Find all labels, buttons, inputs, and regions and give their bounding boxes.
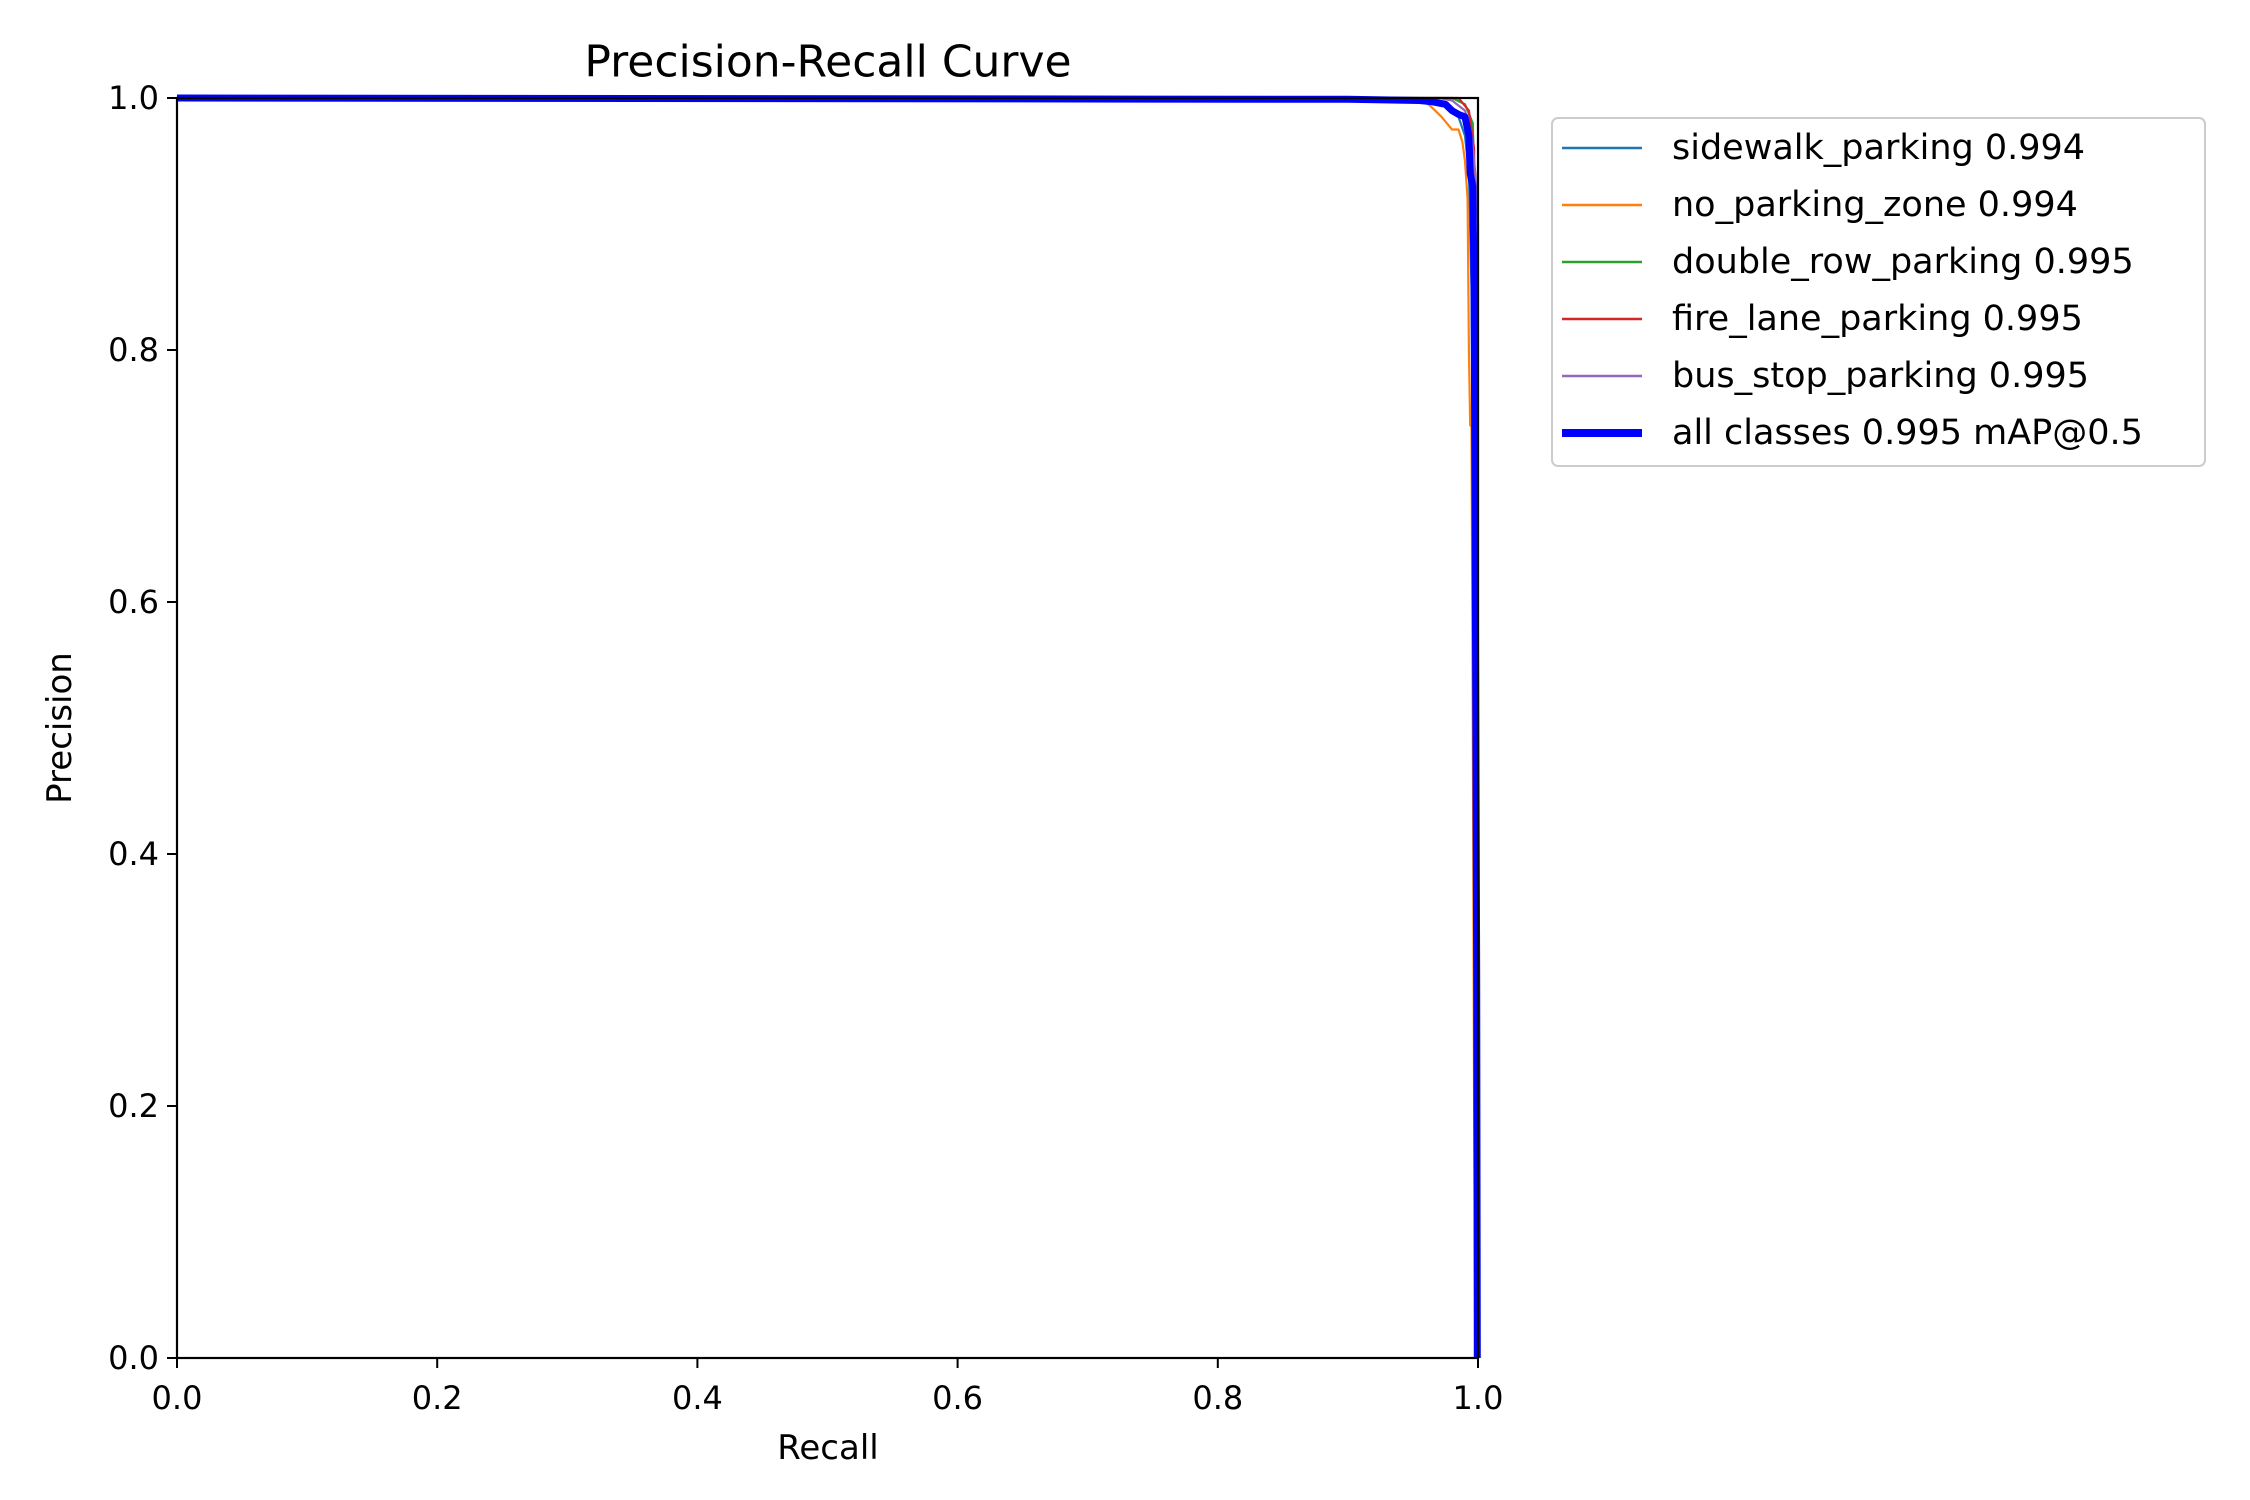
legend-items: sidewalk_parking 0.994 no_parking_zone 0.… [1562,128,2143,453]
chart-title: Precision-Recall Curve [584,37,1071,88]
legend-label-4: bus_stop_parking 0.995 [1672,356,2089,396]
legend-label-0: sidewalk_parking 0.994 [1672,128,2085,168]
x-tick-label-5: 1.0 [1453,1379,1504,1417]
legend: sidewalk_parking 0.994 no_parking_zone 0.… [1551,117,2206,467]
y-tick-label-4: 0.8 [108,331,159,369]
y-tick-label-1: 0.2 [108,1087,159,1125]
legend-label-2: double_row_parking 0.995 [1672,242,2134,282]
y-tick-label-3: 0.6 [108,583,159,621]
axis-ticks: 0.0 0.2 0.4 0.6 0.8 1.0 0.0 0.2 0.4 0.6 0.8 1.0 [108,79,1503,1417]
x-tick-label-1: 0.2 [412,1379,463,1417]
series-line-2 [177,96,1480,1359]
series-line-3 [177,96,1480,1359]
x-tick-label-2: 0.4 [672,1379,723,1417]
series-line-0 [177,96,1480,1359]
x-tick-label-4: 0.8 [1192,1379,1243,1417]
legend-label-5: all classes 0.995 mAP@0.5 [1672,413,2143,453]
plot-frame [175,96,1480,1360]
x-tick-label-3: 0.6 [932,1379,983,1417]
x-tick-label-0: 0.0 [152,1379,203,1417]
series-layer [176,94,1481,1359]
series-line-5 [176,94,1481,1359]
y-tick-label-5: 1.0 [108,79,159,117]
y-tick-label-2: 0.4 [108,835,159,873]
legend-label-3: fire_lane_parking 0.995 [1672,299,2083,339]
series-line-1 [177,96,1477,1359]
series-line-4 [177,96,1480,1358]
legend-frame [1551,117,2206,467]
x-axis-label: Recall [777,1428,878,1468]
legend-label-1: no_parking_zone 0.994 [1672,185,2078,225]
y-axis-label: Precision [40,652,80,804]
y-tick-label-0: 0.0 [108,1339,159,1377]
